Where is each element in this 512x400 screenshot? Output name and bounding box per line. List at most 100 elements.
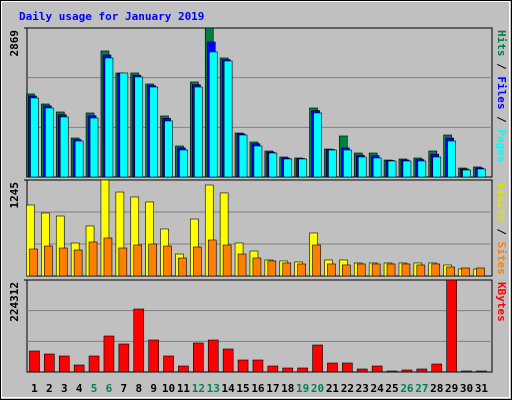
bar [207, 339, 219, 373]
bar [119, 72, 129, 178]
y-tick-label: 1245 [8, 182, 21, 209]
bar [73, 364, 85, 373]
bar [133, 244, 143, 277]
bar [104, 57, 114, 178]
bar [267, 260, 277, 277]
bar [387, 160, 397, 178]
bar [386, 370, 398, 373]
bar [103, 237, 113, 277]
legend-separator: / [495, 57, 508, 77]
bar [461, 267, 470, 277]
bar [416, 264, 426, 277]
x-tick-label: 20 [311, 382, 324, 395]
bar [149, 86, 158, 178]
bar [476, 370, 487, 373]
bar [417, 160, 427, 178]
bar [88, 241, 98, 277]
bar [313, 112, 322, 178]
bar [446, 279, 457, 373]
bar [178, 257, 187, 277]
y-tick-label: 2869 [8, 30, 21, 57]
bar [252, 257, 262, 277]
bar [401, 369, 413, 373]
x-tick-label: 6 [106, 382, 113, 395]
bar [58, 355, 70, 373]
bar [45, 107, 54, 178]
bar [446, 266, 455, 277]
legend-entry: Hits [495, 30, 508, 57]
bar [461, 370, 472, 373]
bar [237, 359, 249, 373]
bar [462, 169, 471, 178]
bar [103, 335, 115, 373]
bar [29, 248, 38, 277]
bar [342, 362, 353, 373]
bar [59, 116, 69, 178]
bar [30, 97, 39, 178]
bar [356, 263, 366, 277]
bar [386, 263, 396, 277]
bar [238, 134, 248, 178]
bar [401, 263, 411, 277]
bar [237, 253, 247, 277]
bar [327, 362, 338, 373]
x-tick-label: 12 [192, 382, 205, 395]
x-tick-label: 13 [207, 382, 220, 395]
x-tick-label: 11 [177, 382, 191, 395]
bar [207, 239, 217, 277]
bar [148, 339, 159, 373]
bar [253, 145, 263, 178]
bar [357, 156, 367, 178]
bar [416, 368, 428, 373]
bar [372, 157, 382, 178]
x-tick-label: 31 [475, 382, 489, 395]
bar [58, 247, 68, 277]
bar [283, 158, 293, 178]
bar [193, 342, 204, 373]
bar [343, 149, 352, 178]
bar [178, 365, 189, 373]
x-tick-label: 16 [251, 382, 265, 395]
legend-separator: / [495, 222, 508, 242]
bar [297, 263, 306, 277]
x-tick-label: 14 [222, 382, 236, 395]
legend-entry: Pages [495, 129, 508, 162]
bar [371, 263, 381, 277]
bar [29, 350, 40, 373]
x-tick-label: 21 [326, 382, 340, 395]
chart-title: Daily usage for January 2019 [19, 10, 204, 23]
bar [118, 247, 128, 277]
bar [402, 160, 412, 178]
bar [118, 343, 130, 373]
x-tick-label: 2 [46, 382, 53, 395]
bar [267, 365, 279, 373]
x-tick-label: 1 [31, 382, 38, 395]
legend: Hits / Files / Pages [495, 30, 508, 163]
bar [328, 149, 337, 178]
bar [163, 245, 172, 277]
legend-entry: KBytes [495, 282, 508, 322]
bar [477, 168, 486, 178]
x-tick-label: 9 [150, 382, 157, 395]
bar [371, 365, 383, 373]
x-tick-label: 5 [91, 382, 98, 395]
bar [74, 140, 84, 178]
bar [327, 263, 336, 277]
bar [179, 149, 188, 178]
bar [88, 355, 100, 373]
bar [194, 86, 203, 178]
bar [431, 263, 441, 277]
x-tick-label: 22 [341, 382, 354, 395]
legend-entry: Files [495, 76, 508, 109]
x-tick-label: 4 [76, 382, 83, 395]
bar [44, 353, 55, 373]
x-tick-label: 15 [236, 382, 249, 395]
bar [282, 262, 292, 277]
bar [431, 363, 443, 373]
bar [164, 120, 173, 178]
x-tick-label: 27 [415, 382, 428, 395]
x-tick-label: 19 [296, 382, 309, 395]
bar [208, 51, 218, 178]
